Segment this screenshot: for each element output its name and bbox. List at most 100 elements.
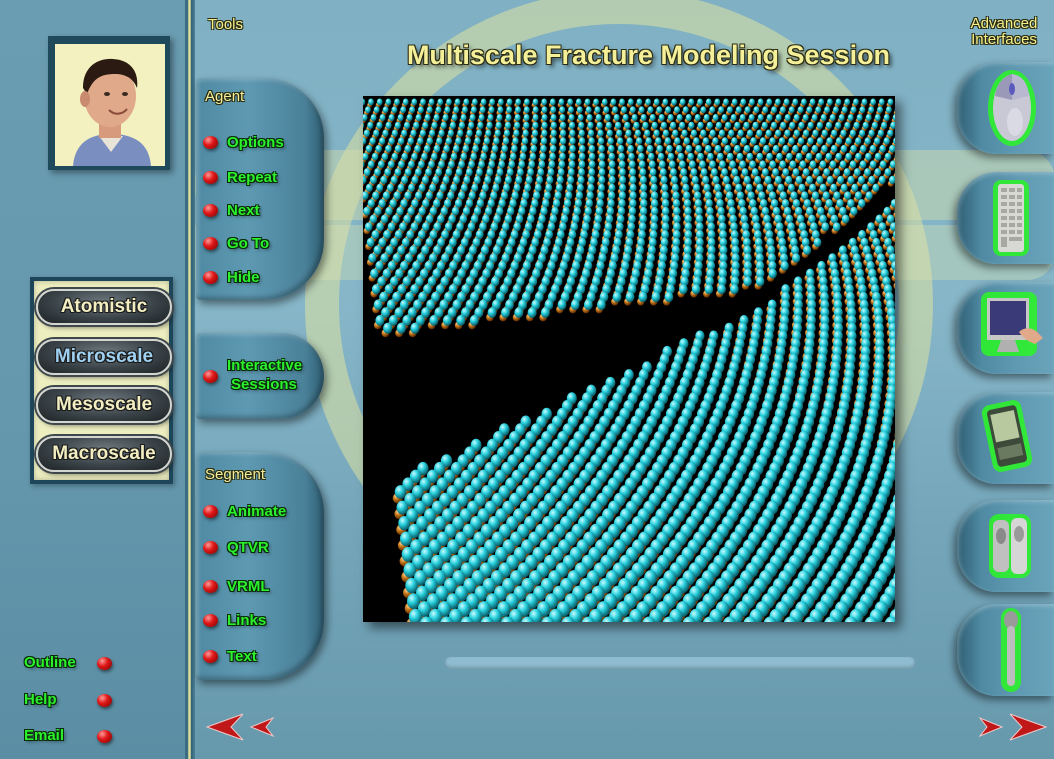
cyan-atom — [491, 276, 500, 287]
red-bullet-icon — [203, 171, 218, 184]
cyan-atom — [457, 268, 466, 279]
cyan-atom — [432, 268, 441, 279]
cyan-atom — [803, 199, 811, 208]
cyan-atom — [418, 160, 425, 169]
cyan-atom — [853, 168, 861, 177]
cyan-atom — [767, 307, 777, 318]
cyan-atom — [394, 168, 402, 177]
scale-button-macroscale[interactable]: Macroscale — [36, 436, 172, 472]
cyan-atom — [853, 98, 859, 106]
scale-button-mesoscale[interactable]: Mesoscale — [36, 387, 172, 423]
cyan-atom — [525, 284, 534, 295]
cyan-atom — [859, 129, 866, 137]
cyan-atom — [363, 152, 369, 161]
cyan-atom — [618, 191, 626, 200]
cyan-atom — [646, 253, 655, 263]
cyan-atom — [554, 191, 562, 200]
cyan-atom — [748, 114, 755, 122]
cyan-atom — [589, 284, 598, 295]
cyan-atom — [731, 237, 739, 248]
red-bullet-icon — [203, 505, 218, 518]
cyan-atom — [381, 307, 391, 318]
cyan-atom — [842, 260, 851, 271]
cyan-atom — [541, 106, 548, 114]
cyan-atom — [817, 260, 826, 271]
cyan-atom — [444, 106, 451, 114]
cyan-atom — [890, 199, 895, 208]
cyan-atom — [470, 106, 477, 114]
scale-button-atomistic[interactable]: Atomistic — [36, 289, 172, 325]
cyan-atom — [690, 129, 698, 137]
scale-button-microscale[interactable]: Microscale — [36, 339, 172, 375]
cyan-atom — [806, 276, 815, 287]
cyan-atom — [795, 152, 803, 161]
cyan-atom — [880, 268, 889, 279]
cyan-atom — [830, 144, 838, 153]
cyan-atom — [415, 191, 423, 200]
cyan-atom — [612, 106, 619, 114]
cyan-atom — [518, 160, 526, 169]
cyan-atom — [730, 284, 739, 295]
cyan-atom — [750, 137, 757, 145]
cyan-atom — [540, 307, 550, 318]
cyan-atom — [775, 98, 781, 106]
cyan-atom — [607, 137, 614, 145]
cyan-atom — [672, 191, 680, 200]
cyan-atom — [670, 168, 677, 177]
cyan-atom — [860, 237, 869, 248]
cyan-atom — [731, 168, 739, 177]
cyan-atom — [870, 284, 880, 295]
cyan-atom — [569, 129, 576, 137]
cyan-atom — [692, 276, 702, 287]
cyan-atom — [411, 199, 419, 208]
cyan-atom — [608, 152, 616, 161]
cyan-atom — [867, 222, 875, 232]
cyan-atom — [583, 299, 593, 311]
cyan-atom — [843, 268, 852, 279]
cyan-atom — [387, 160, 395, 169]
cyan-atom — [597, 299, 606, 311]
cyan-atom — [835, 98, 842, 106]
cyan-atom — [380, 175, 388, 185]
cyan-atom — [661, 230, 669, 240]
cyan-atom — [631, 114, 638, 122]
cyan-atom — [401, 546, 415, 562]
cyan-atom — [847, 315, 857, 326]
cyan-atom — [464, 230, 472, 240]
cyan-atom — [398, 160, 405, 169]
cyan-atom — [777, 230, 785, 240]
cyan-atom — [772, 206, 781, 216]
cyan-atom — [504, 175, 512, 185]
cyan-atom — [524, 222, 533, 232]
cyan-atom — [385, 144, 392, 153]
cyan-atom — [754, 237, 763, 248]
cyan-atom — [392, 214, 400, 224]
cyan-atom — [820, 114, 827, 122]
cyan-atom — [877, 129, 885, 137]
cyan-atom — [744, 106, 751, 114]
cyan-atom — [441, 253, 450, 263]
cyan-atom — [564, 245, 573, 255]
cyan-atom — [859, 106, 866, 114]
cyan-atom — [399, 299, 409, 311]
cyan-atom — [872, 183, 880, 192]
cyan-atom — [396, 500, 409, 515]
cyan-atom — [568, 106, 574, 114]
cyan-atom — [619, 175, 627, 185]
cyan-atom — [478, 299, 488, 311]
cyan-atom — [888, 253, 895, 263]
cyan-atom — [861, 183, 869, 192]
cyan-atom — [614, 230, 623, 240]
cyan-atom — [453, 106, 460, 114]
cyan-atom — [659, 245, 668, 255]
cyan-atom — [378, 237, 387, 248]
cyan-atom — [661, 222, 670, 232]
fracture-simulation-view[interactable] — [363, 96, 895, 622]
cyan-atom — [766, 183, 774, 192]
cyan-atom — [822, 191, 830, 200]
cyan-atom — [501, 253, 510, 263]
cyan-atom — [559, 260, 568, 271]
cyan-atom — [485, 260, 495, 271]
cyan-atom — [756, 260, 765, 271]
cyan-atom — [828, 253, 837, 263]
